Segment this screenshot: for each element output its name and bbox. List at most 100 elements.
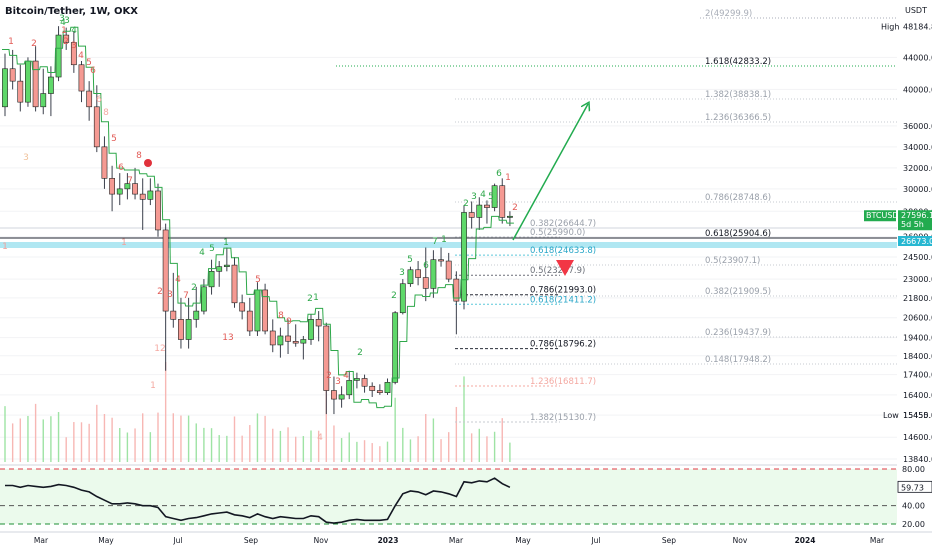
candle-body xyxy=(216,266,223,272)
price-tick-label: 40000.00 xyxy=(903,85,932,94)
seq-count-label: 2 xyxy=(307,294,313,304)
seq-count-label: 5 xyxy=(407,255,413,265)
volume-bar xyxy=(501,418,503,462)
seq-count-label: 4 xyxy=(78,51,84,61)
volume-bar xyxy=(386,441,389,462)
candle-body xyxy=(415,269,421,278)
candle-body xyxy=(101,146,108,179)
volume-bar xyxy=(310,430,312,462)
volume-bar xyxy=(180,415,182,462)
seq-count-label: 3 xyxy=(59,14,65,24)
time-tick-label: Mar xyxy=(870,536,885,545)
fib-label: 0.5(25990.0) xyxy=(530,228,585,238)
rsi-level-label: 80.00 xyxy=(902,465,925,474)
time-tick-label: Sep xyxy=(244,536,258,545)
symbol-tag-label: BTCUSDT xyxy=(866,211,904,220)
seq-count-label: 4 xyxy=(343,371,349,381)
candle-body xyxy=(17,80,24,103)
volume-bar xyxy=(363,440,366,462)
candle-body xyxy=(392,312,399,383)
price-axis[interactable]: 44000.00 40000.00 36000.00 34000.00 32000.00… xyxy=(864,0,932,550)
seq-count-label: 3 xyxy=(167,290,173,300)
candle-body xyxy=(453,278,460,302)
candle-body xyxy=(422,277,429,289)
volume-bar xyxy=(119,428,121,462)
time-tick-label: Nov xyxy=(314,536,329,545)
seq-count-label: 2 xyxy=(191,283,197,293)
volume-bar xyxy=(218,435,220,462)
volume-bar xyxy=(295,436,297,462)
candle-body xyxy=(300,339,307,344)
volume-bar xyxy=(11,423,14,462)
time-tick-label: Sep xyxy=(662,536,676,545)
low-label: Low xyxy=(883,411,899,420)
rsi-value-tag xyxy=(897,480,932,493)
candle-body xyxy=(193,310,200,320)
time-axis[interactable]: Mar May Jul Sep Nov 2023 Mar May Jul Sep Nov 2024 Ma… xyxy=(0,531,932,545)
rsi-pane: 80.00 40.00 20.00 59.73 xyxy=(0,464,932,529)
candle-body xyxy=(40,93,47,108)
support-band xyxy=(0,242,897,248)
fib-label: 0.786(28748.6) xyxy=(705,193,771,203)
time-tick-label: 2023 xyxy=(378,536,399,545)
rsi-level-label: 40.00 xyxy=(902,502,925,511)
price-tick-label: 34000.00 xyxy=(903,143,932,152)
candle-body xyxy=(384,382,391,393)
price-tag-value: 27596.1 xyxy=(901,211,932,220)
seq-count-label: 2 xyxy=(391,291,397,301)
candle-body xyxy=(491,185,498,208)
price-tick-label: 44000.00 xyxy=(903,53,932,62)
candle-body xyxy=(155,190,161,231)
candle-body xyxy=(277,335,284,346)
seq-count-label: 6 xyxy=(496,169,502,179)
candle-body xyxy=(239,302,246,312)
volume-bar xyxy=(302,436,305,462)
trend-trail-line xyxy=(2,26,514,409)
volume-bar xyxy=(195,423,197,462)
candle-body xyxy=(93,106,100,148)
candle-body xyxy=(116,188,123,195)
seq-count-label: 1 xyxy=(505,173,511,183)
fib-label: 0.618(25904.6) xyxy=(705,229,771,239)
down-marker-icon xyxy=(556,260,574,276)
volume-bar xyxy=(210,428,213,462)
candle-body xyxy=(308,319,314,340)
fib-label: 0.618(24633.8) xyxy=(530,246,596,256)
fib-label: 0.236(19437.9) xyxy=(705,328,771,338)
volume-bar xyxy=(142,413,144,462)
seq-count-label: 4 xyxy=(199,248,205,258)
price-tick-label: 32000.00 xyxy=(903,164,932,173)
volume-bar xyxy=(57,412,60,462)
fib-label: 1.236(36366.5) xyxy=(705,113,771,123)
candle-body xyxy=(399,283,406,314)
volume-bar xyxy=(348,432,350,462)
fib-label: 0.148(17948.2) xyxy=(705,355,771,365)
candle-body xyxy=(86,90,93,108)
level-tag xyxy=(898,236,932,246)
volume-bar xyxy=(279,430,282,462)
volume-bar xyxy=(455,406,458,462)
candle-body xyxy=(269,330,276,346)
seq-count-label: 4 xyxy=(60,18,66,28)
time-tick-label: Nov xyxy=(733,536,748,545)
seq-count-label: 5 xyxy=(86,58,92,68)
seq-count-label: 3 xyxy=(335,377,341,387)
fib-label: 1.382(15130.7) xyxy=(530,413,596,423)
volume-bar xyxy=(42,419,44,462)
seq-count-label: 8 xyxy=(278,311,284,321)
seq-count-label: 6 xyxy=(96,95,102,105)
seq-count-label: 6 xyxy=(90,66,96,76)
seq-count-label: 3 xyxy=(71,41,77,51)
seq-count-label: 2 xyxy=(63,37,69,47)
time-tick-label: Mar xyxy=(449,536,464,545)
seq-count-label: 1 xyxy=(441,235,447,245)
seq-count-label: 7 xyxy=(432,237,438,247)
seq-count-label: 2 xyxy=(512,203,518,213)
seq-count-label: 3 xyxy=(64,16,70,26)
price-tick-label: 13840.00 xyxy=(903,455,932,464)
symbol-tag xyxy=(864,210,896,222)
volume-bar xyxy=(241,435,243,462)
volume-bar xyxy=(264,415,266,462)
volume-bar xyxy=(203,427,205,462)
